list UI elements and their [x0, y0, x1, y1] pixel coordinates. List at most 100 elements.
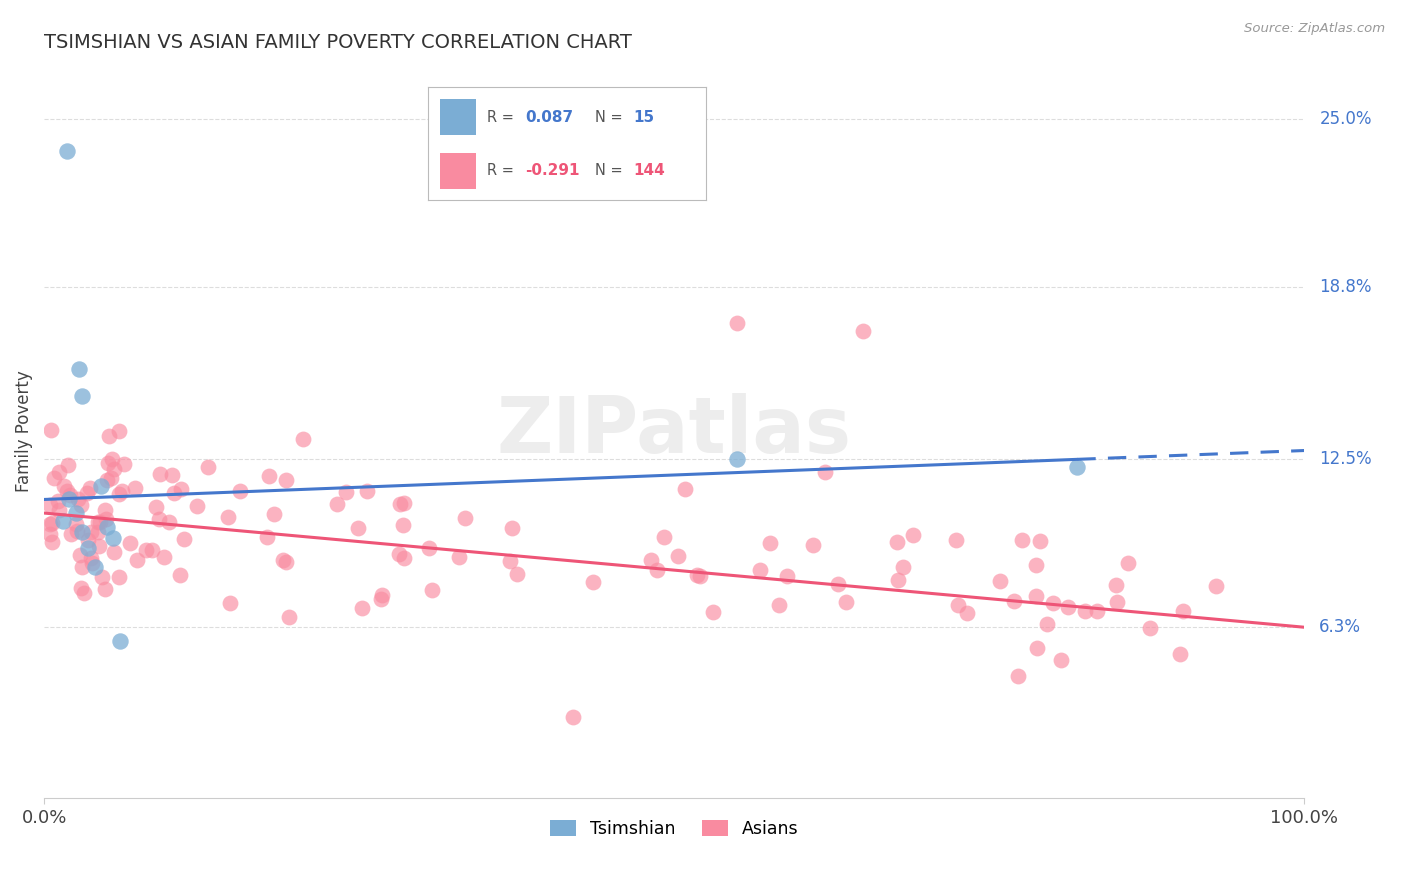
Point	[562, 710, 585, 724]
Point	[814, 465, 837, 479]
Point	[94, 582, 117, 596]
Point	[454, 511, 477, 525]
Point	[1105, 595, 1128, 609]
Point	[67, 362, 90, 376]
Point	[87, 525, 110, 540]
Point	[748, 563, 770, 577]
Point	[852, 324, 875, 338]
Point	[388, 547, 411, 561]
Point	[108, 424, 131, 438]
Point	[160, 467, 183, 482]
Point	[83, 560, 105, 574]
Point	[652, 530, 675, 544]
Point	[501, 520, 523, 534]
Point	[42, 471, 65, 485]
Point	[229, 484, 252, 499]
Point	[1139, 621, 1161, 635]
Point	[153, 549, 176, 564]
Point	[218, 596, 240, 610]
Point	[1105, 578, 1128, 592]
Point	[94, 512, 117, 526]
Point	[67, 491, 90, 506]
Point	[39, 517, 62, 532]
Point	[1116, 556, 1139, 570]
Point	[108, 570, 131, 584]
Point	[1002, 593, 1025, 607]
Point	[506, 566, 529, 581]
Point	[278, 610, 301, 624]
Point	[776, 569, 799, 583]
Point	[186, 499, 208, 513]
Point	[97, 456, 120, 470]
Point	[58, 458, 80, 473]
Point	[48, 465, 70, 479]
Point	[256, 530, 278, 544]
Point	[893, 560, 915, 574]
Point	[1011, 533, 1033, 548]
Point	[41, 516, 63, 530]
Point	[768, 599, 790, 613]
Point	[39, 498, 62, 512]
Point	[759, 535, 782, 549]
Point	[100, 471, 122, 485]
Point	[59, 488, 82, 502]
Point	[89, 516, 111, 530]
Point	[886, 534, 908, 549]
Point	[79, 481, 101, 495]
Point	[149, 467, 172, 482]
Point	[276, 556, 298, 570]
Point	[94, 503, 117, 517]
Point	[157, 515, 180, 529]
Point	[325, 497, 347, 511]
Point	[76, 485, 98, 500]
Point	[141, 543, 163, 558]
Point	[346, 520, 368, 534]
Point	[725, 316, 748, 330]
Point	[1085, 604, 1108, 618]
Point	[60, 527, 83, 541]
Point	[673, 482, 696, 496]
Point	[1171, 604, 1194, 618]
Point	[1074, 605, 1097, 619]
Point	[1057, 600, 1080, 615]
Point	[65, 506, 87, 520]
Point	[56, 484, 79, 499]
Point	[82, 557, 104, 571]
Point	[48, 502, 70, 516]
Legend: Tsimshian, Asians: Tsimshian, Asians	[543, 813, 806, 845]
Point	[118, 536, 141, 550]
Point	[1168, 647, 1191, 661]
Point	[371, 588, 394, 602]
Point	[80, 525, 103, 540]
Point	[335, 485, 357, 500]
Point	[46, 493, 69, 508]
Point	[70, 559, 93, 574]
Point	[666, 549, 689, 563]
Text: ZIPatlas: ZIPatlas	[496, 393, 852, 469]
Point	[903, 527, 925, 541]
Point	[103, 545, 125, 559]
Point	[257, 469, 280, 483]
Point	[53, 478, 76, 492]
Point	[1066, 459, 1088, 474]
Point	[1025, 640, 1047, 655]
Point	[41, 535, 63, 549]
Point	[169, 482, 191, 496]
Point	[77, 533, 100, 547]
Point	[135, 542, 157, 557]
Point	[392, 550, 415, 565]
Point	[945, 533, 967, 547]
Point	[148, 512, 170, 526]
Point	[702, 605, 724, 619]
Point	[163, 485, 186, 500]
Point	[89, 539, 111, 553]
Text: 12.5%: 12.5%	[1319, 450, 1372, 467]
Y-axis label: Family Poverty: Family Poverty	[15, 370, 32, 492]
Point	[388, 497, 411, 511]
Point	[70, 525, 93, 540]
Point	[956, 607, 979, 621]
Point	[271, 552, 294, 566]
Point	[420, 583, 443, 598]
Point	[447, 550, 470, 565]
Text: 25.0%: 25.0%	[1319, 110, 1372, 128]
